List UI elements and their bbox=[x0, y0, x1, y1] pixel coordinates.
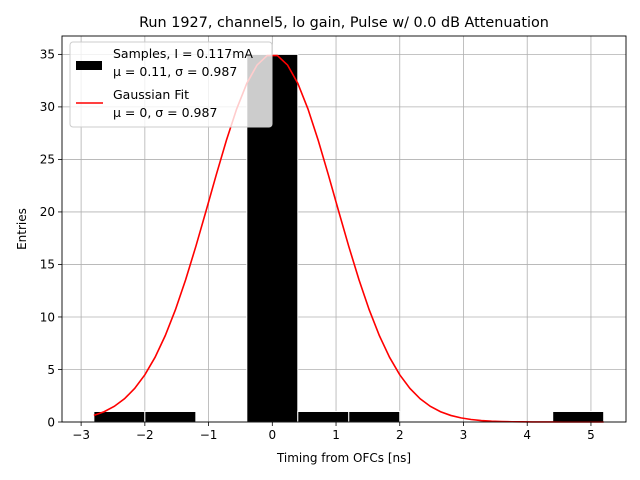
histogram-bar bbox=[297, 410, 350, 423]
y-tick-label: 5 bbox=[47, 363, 55, 377]
plot-frame bbox=[61, 35, 627, 423]
grid bbox=[62, 36, 626, 423]
x-axis-label: Timing from OFCs [ns] bbox=[276, 451, 411, 465]
legend-samples-swatch bbox=[76, 61, 102, 70]
legend: Samples, I = 0.117mA μ = 0.11, σ = 0.987… bbox=[69, 41, 273, 128]
x-axis-ticks: −3 −2 −1 0 1 2 3 4 5 bbox=[72, 422, 595, 442]
x-tick-label: 2 bbox=[396, 428, 404, 442]
chart-title: Run 1927, channel5, lo gain, Pulse w/ 0.… bbox=[139, 15, 549, 31]
legend-fit-stats: μ = 0, σ = 0.987 bbox=[113, 105, 217, 120]
x-tick-label: −3 bbox=[72, 428, 90, 442]
x-tick-label: −1 bbox=[200, 428, 218, 442]
y-tick-label: 35 bbox=[40, 48, 55, 62]
histogram-bar bbox=[552, 410, 605, 423]
y-tick-label: 10 bbox=[40, 310, 55, 324]
x-tick-label: −2 bbox=[136, 428, 154, 442]
legend-samples-label: Samples, I = 0.117mA bbox=[113, 46, 253, 61]
x-tick-label: 0 bbox=[268, 428, 276, 442]
y-tick-label: 0 bbox=[47, 415, 55, 429]
y-tick-label: 15 bbox=[40, 258, 55, 272]
legend-frame bbox=[69, 41, 273, 128]
x-tick-label: 1 bbox=[332, 428, 340, 442]
x-tick-label: 4 bbox=[523, 428, 531, 442]
y-axis-ticks: 0 5 10 15 20 25 30 35 bbox=[40, 48, 62, 429]
histogram-bar bbox=[144, 410, 197, 423]
y-axis-label: Entries bbox=[15, 208, 29, 250]
y-tick-label: 25 bbox=[40, 153, 55, 167]
histogram-bar bbox=[348, 410, 401, 423]
legend-fit-label: Gaussian Fit bbox=[113, 87, 189, 102]
legend-samples-stats: μ = 0.11, σ = 0.987 bbox=[113, 64, 237, 79]
x-tick-label: 3 bbox=[460, 428, 468, 442]
x-tick-label: 5 bbox=[587, 428, 595, 442]
y-tick-label: 30 bbox=[40, 100, 55, 114]
y-tick-label: 20 bbox=[40, 205, 55, 219]
